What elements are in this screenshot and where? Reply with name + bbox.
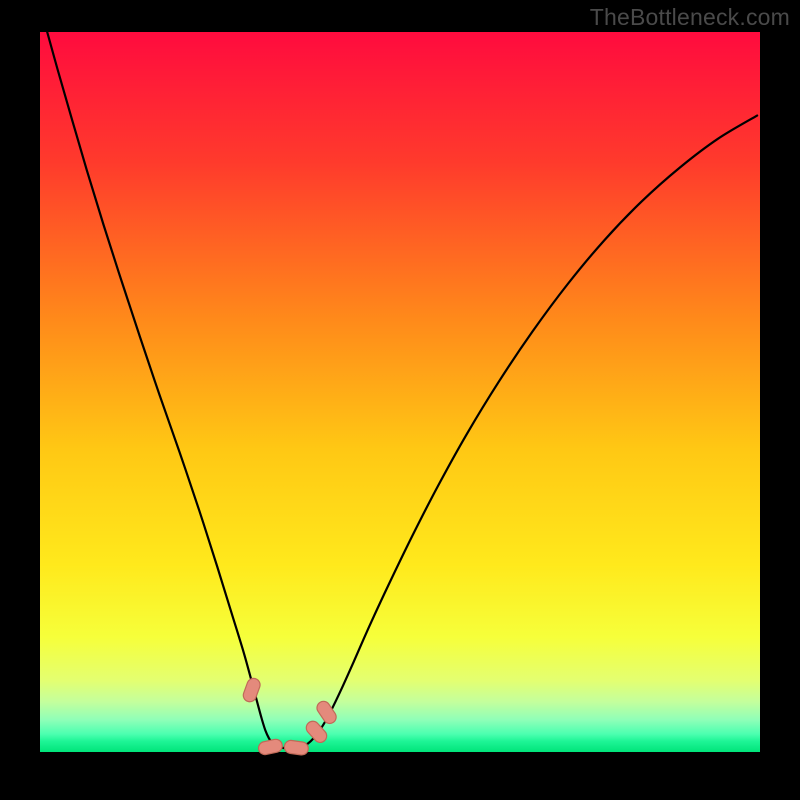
watermark-text: TheBottleneck.com — [590, 4, 790, 31]
plot-gradient-background — [40, 32, 760, 752]
bottleneck-chart — [0, 0, 800, 800]
